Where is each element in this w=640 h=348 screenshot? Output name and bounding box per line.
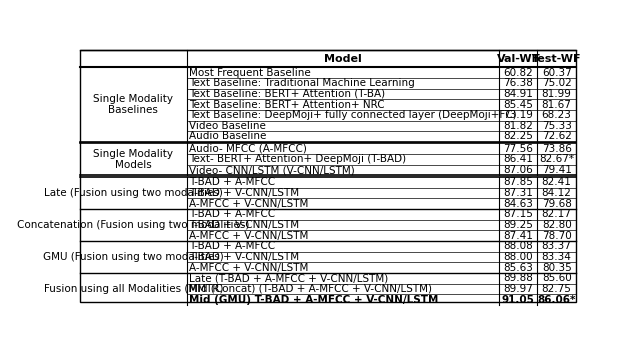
Text: 89.88: 89.88 [503,273,533,283]
Text: 72.62: 72.62 [541,132,572,142]
Text: 80.35: 80.35 [542,263,572,272]
Text: Test-WF: Test-WF [532,54,581,63]
Text: Late (Fusion using two modalities): Late (Fusion using two modalities) [44,188,223,198]
Text: A-MFCC + V-CNN/LSTM: A-MFCC + V-CNN/LSTM [189,199,308,209]
Text: 79.68: 79.68 [541,199,572,209]
Text: 77.56: 77.56 [503,144,533,154]
Text: 82.25: 82.25 [503,132,533,142]
Text: Most Frequent Baseline: Most Frequent Baseline [189,68,311,78]
Text: 78.70: 78.70 [542,231,572,240]
Text: T-BAD + V-CNN/LSTM: T-BAD + V-CNN/LSTM [189,220,300,230]
Text: 82.67*: 82.67* [539,155,574,164]
Text: T-BAD + A-MFCC: T-BAD + A-MFCC [189,209,275,219]
Text: 83.34: 83.34 [541,252,572,262]
Text: Fusion using all Modalities (MMTR): Fusion using all Modalities (MMTR) [44,284,223,294]
Text: Text Baseline: Traditional Machine Learning: Text Baseline: Traditional Machine Learn… [189,78,415,88]
Text: Audio- MFCC (A-MFCC): Audio- MFCC (A-MFCC) [189,144,307,154]
Text: 88.08: 88.08 [503,241,533,251]
Text: T-BAD + V-CNN/LSTM: T-BAD + V-CNN/LSTM [189,188,300,198]
Text: 85.45: 85.45 [503,100,533,110]
Text: Video Baseline: Video Baseline [189,121,266,131]
Text: 60.82: 60.82 [503,68,533,78]
Text: 86.41: 86.41 [503,155,533,164]
Text: 81.67: 81.67 [541,100,572,110]
Text: 82.75: 82.75 [541,284,572,294]
Text: 75.33: 75.33 [541,121,572,131]
Text: Model: Model [324,54,362,63]
Text: 81.99: 81.99 [541,89,572,99]
Text: Mid (GMU) T-BAD + A-MFCC + V-CNN/LSTM: Mid (GMU) T-BAD + A-MFCC + V-CNN/LSTM [189,294,438,304]
Text: 86.06*: 86.06* [538,294,576,304]
Text: Text- BERT+ Attention+ DeepMoji (T-BAD): Text- BERT+ Attention+ DeepMoji (T-BAD) [189,155,406,164]
Text: Concatenation (Fusion using two modalities): Concatenation (Fusion using two modaliti… [17,220,250,230]
Text: 85.63: 85.63 [503,263,533,272]
Text: T-BAD + V-CNN/LSTM: T-BAD + V-CNN/LSTM [189,252,300,262]
Text: Val-WF: Val-WF [497,54,540,63]
Text: Text Baseline: BERT+ Attention (T-BA): Text Baseline: BERT+ Attention (T-BA) [189,89,385,99]
Text: 88.00: 88.00 [504,252,533,262]
Text: 68.23: 68.23 [541,110,572,120]
Text: 73.19: 73.19 [503,110,533,120]
Text: T-BAD + A-MFCC: T-BAD + A-MFCC [189,177,275,187]
Text: 87.41: 87.41 [503,231,533,240]
Text: Text Baseline: DeepMoji+ fully connected layer (DeepMoji+FC): Text Baseline: DeepMoji+ fully connected… [189,110,516,120]
Text: Video- CNN/LSTM (V-CNN/LSTM): Video- CNN/LSTM (V-CNN/LSTM) [189,165,355,175]
Text: 87.85: 87.85 [503,177,533,187]
Text: Late (T-BAD + A-MFCC + V-CNN/LSTM): Late (T-BAD + A-MFCC + V-CNN/LSTM) [189,273,388,283]
Text: 87.06: 87.06 [503,165,533,175]
Text: Single Modality
Baselines: Single Modality Baselines [93,94,173,115]
Text: 84.63: 84.63 [503,199,533,209]
Text: A-MFCC + V-CNN/LSTM: A-MFCC + V-CNN/LSTM [189,263,308,272]
Text: 81.82: 81.82 [503,121,533,131]
Text: 82.17: 82.17 [541,209,572,219]
Text: 91.05: 91.05 [502,294,534,304]
Text: 82.41: 82.41 [541,177,572,187]
Text: Text Baseline: BERT+ Attention+ NRC: Text Baseline: BERT+ Attention+ NRC [189,100,385,110]
Text: 85.60: 85.60 [542,273,572,283]
Text: 84.12: 84.12 [541,188,572,198]
Text: 89.25: 89.25 [503,220,533,230]
Text: 82.80: 82.80 [542,220,572,230]
Text: 75.02: 75.02 [542,78,572,88]
Text: 79.41: 79.41 [541,165,572,175]
Text: 83.37: 83.37 [541,241,572,251]
Text: T-BAD + A-MFCC: T-BAD + A-MFCC [189,241,275,251]
Text: 87.31: 87.31 [503,188,533,198]
Text: Mid (Concat) (T-BAD + A-MFCC + V-CNN/LSTM): Mid (Concat) (T-BAD + A-MFCC + V-CNN/LST… [189,284,432,294]
Text: A-MFCC + V-CNN/LSTM: A-MFCC + V-CNN/LSTM [189,231,308,240]
Text: 73.86: 73.86 [541,144,572,154]
Text: 89.97: 89.97 [503,284,533,294]
Text: GMU (Fusion using two modalities): GMU (Fusion using two modalities) [43,252,224,262]
Text: 87.15: 87.15 [503,209,533,219]
Text: 60.37: 60.37 [542,68,572,78]
Text: 84.91: 84.91 [503,89,533,99]
Text: 76.38: 76.38 [503,78,533,88]
Text: Audio Baseline: Audio Baseline [189,132,266,142]
Text: Single Modality
Models: Single Modality Models [93,149,173,170]
